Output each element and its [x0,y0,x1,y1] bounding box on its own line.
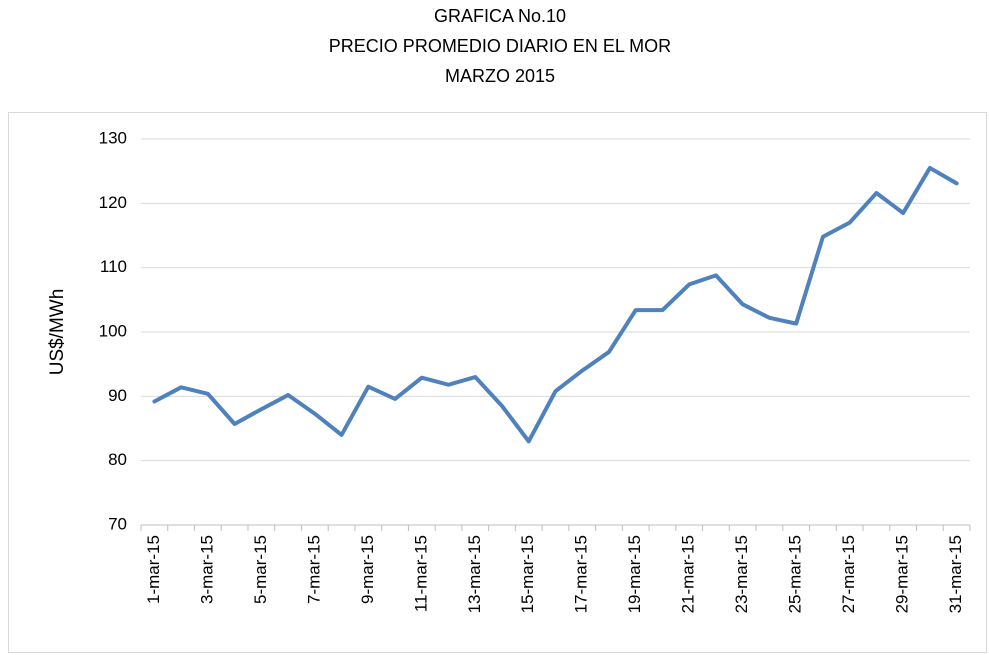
x-tick-label: 21-mar-15 [679,535,698,613]
x-tick-label: 15-mar-15 [518,535,537,613]
x-tick-label: 9-mar-15 [358,535,377,604]
x-tick-label: 7-mar-15 [304,535,323,604]
data-line [152,165,959,444]
x-tick-label: 5-mar-15 [251,535,270,604]
x-tick-label: 25-mar-15 [786,535,805,613]
y-tick-label: 120 [99,193,127,212]
x-tick-label: 23-mar-15 [732,535,751,613]
x-tick-label: 29-mar-15 [893,535,912,613]
x-tick-label: 27-mar-15 [839,535,858,613]
x-tick-label: 13-mar-15 [465,535,484,613]
x-tick-label: 1-mar-15 [144,535,163,604]
y-tick-label: 80 [108,450,127,469]
x-tick-label: 17-mar-15 [572,535,591,613]
x-tick-label: 3-mar-15 [197,535,216,604]
x-tick-label: 11-mar-15 [411,535,430,612]
y-tick-label: 110 [100,257,127,276]
chart-frame [8,112,987,653]
x-tick-label: 31-mar-15 [946,535,965,613]
chart-title: GRAFICA No.10 [434,6,566,26]
x-tick-label: 19-mar-15 [625,535,644,613]
chart-title: PRECIO PROMEDIO DIARIO EN EL MOR [329,36,671,56]
y-tick-label: 130 [99,128,127,147]
y-tick-label: 70 [108,514,127,533]
y-axis-label: US$/MWh [47,289,68,376]
chart-title: MARZO 2015 [445,66,555,86]
y-tick-label: 100 [99,321,127,340]
y-tick-label: 90 [108,386,127,405]
